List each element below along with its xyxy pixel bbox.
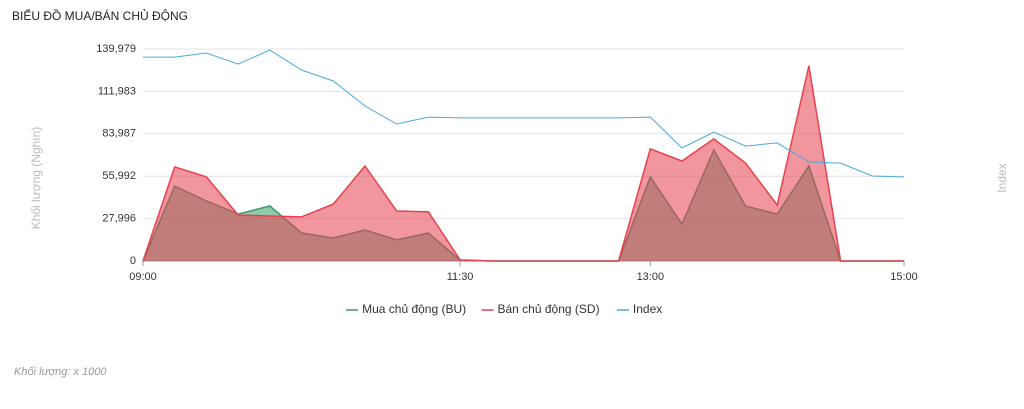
x-tick-label: 09:00 (129, 271, 157, 283)
y-tick-label: 111,983 (98, 85, 136, 97)
y-tick-label: 139,979 (96, 43, 136, 55)
y-tick-label: 0 (130, 255, 136, 267)
legend-label[interactable]: Mua chủ động (BU) (362, 302, 466, 316)
line (143, 49, 905, 178)
footnote: Khối lượng: x 1000 (14, 366, 107, 378)
legend-label[interactable]: Index (633, 302, 662, 316)
x-tick-label: 11:30 (447, 271, 474, 283)
y-axis-title: Khối lượng (Nghìn) (29, 127, 43, 230)
chart-title: BIỂU ĐỒ MUA/BÁN CHỦ ĐỘNG (12, 8, 188, 23)
line (142, 65, 904, 262)
y2-axis-title: Index (995, 163, 1009, 192)
x-tick-label: 13:00 (637, 271, 665, 283)
y-tick-label: 27,996 (102, 213, 136, 225)
x-tick-label: 15:00 (890, 271, 918, 283)
legend-label[interactable]: Bán chủ động (SD) (498, 302, 600, 316)
y-tick-label: 83,987 (102, 128, 136, 140)
area (143, 65, 904, 262)
y-tick-label: 55,992 (102, 170, 136, 182)
